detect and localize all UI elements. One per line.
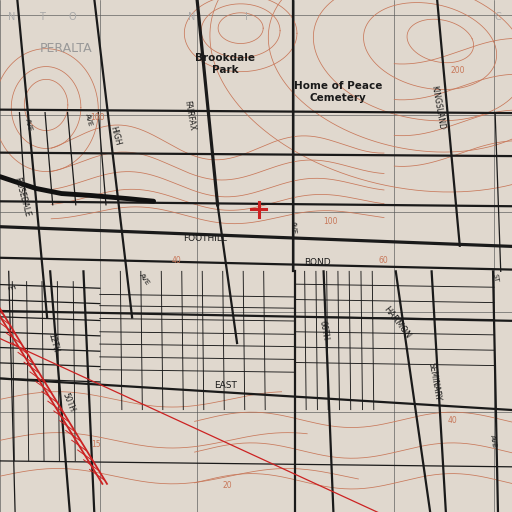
Text: I: I (245, 12, 248, 22)
Text: AVE: AVE (489, 434, 497, 449)
Text: AVE: AVE (290, 221, 297, 235)
Text: PERALTA: PERALTA (40, 42, 93, 55)
Text: 60: 60 (378, 255, 388, 265)
Text: BOND: BOND (304, 258, 331, 267)
Text: C: C (494, 12, 501, 22)
Text: FOOTHILL: FOOTHILL (183, 233, 227, 243)
Text: N: N (188, 12, 196, 22)
Text: 100: 100 (323, 217, 337, 226)
Text: FAIRFAX: FAIRFAX (182, 99, 197, 131)
Text: SEMINARY: SEMINARY (426, 361, 442, 401)
Text: AVE: AVE (139, 272, 151, 286)
Text: Home of Peace
Cemetery: Home of Peace Cemetery (294, 81, 382, 103)
Text: 100: 100 (90, 113, 104, 122)
Text: 40: 40 (447, 416, 457, 425)
Text: 50TH: 50TH (60, 391, 76, 413)
Text: HARMON: HARMON (381, 305, 412, 340)
Text: HIGH: HIGH (109, 125, 122, 146)
Text: 12TH: 12TH (46, 332, 60, 354)
Text: AVE: AVE (24, 118, 33, 133)
Text: ROSEDALE: ROSEDALE (12, 176, 32, 218)
Text: KINGSLAND: KINGSLAND (430, 84, 446, 131)
Text: 15: 15 (92, 440, 101, 449)
Text: 20: 20 (222, 481, 231, 490)
Text: EAST: EAST (214, 380, 237, 390)
Text: N: N (8, 12, 15, 22)
Text: 40: 40 (172, 255, 182, 265)
Text: ST: ST (492, 273, 499, 282)
Text: 66TH: 66TH (318, 319, 330, 341)
Text: O: O (69, 12, 76, 22)
Text: E: E (4, 284, 14, 291)
Text: T: T (39, 12, 45, 22)
Text: AVE: AVE (84, 113, 93, 127)
Text: 200: 200 (451, 66, 465, 75)
Text: Brookdale
Park: Brookdale Park (195, 53, 255, 75)
